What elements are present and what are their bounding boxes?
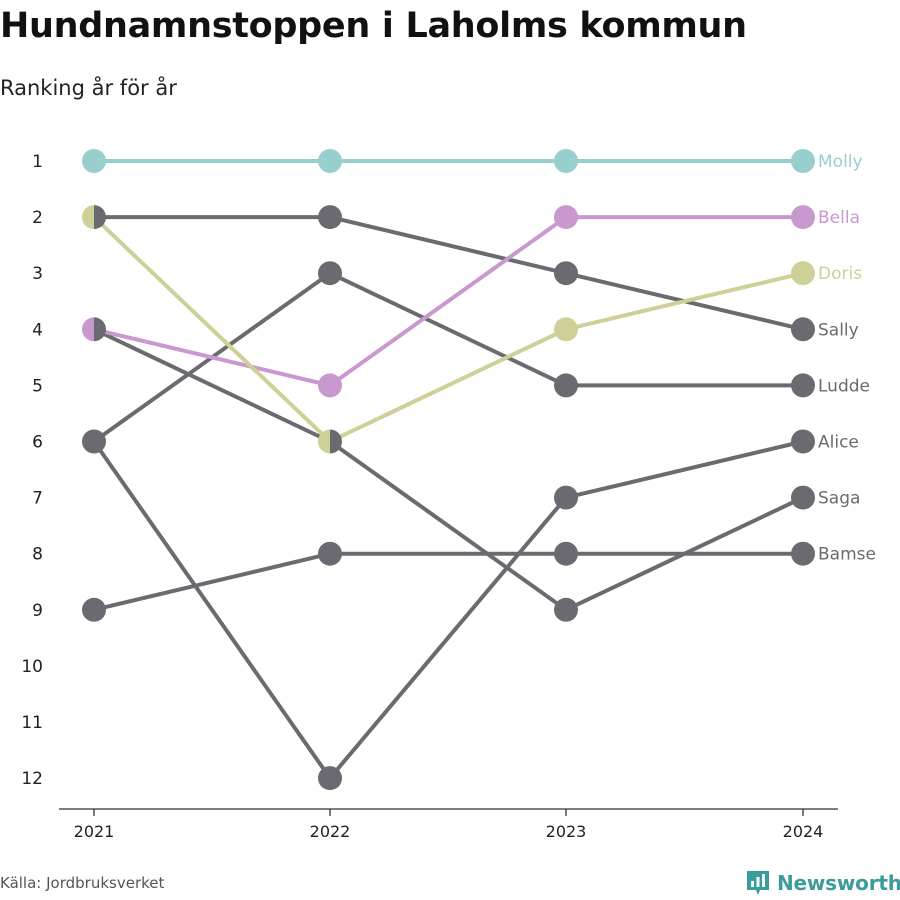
y-tick-label: 8 [32,545,43,565]
point-ludde [554,373,578,398]
y-tick-label: 7 [32,489,43,509]
y-tick-label: 11 [21,713,43,733]
chart-title: Hundnamnstoppen i Laholms kommun [0,6,747,46]
series-lines [92,159,805,781]
series-label-saga: Saga [818,489,860,509]
point-saga [554,597,578,622]
series-line-bella [92,215,805,388]
point-alice [318,766,342,791]
point-alice [554,485,578,510]
series-label-bella: Bella [818,208,860,228]
point-saga [94,317,107,342]
point-alice [791,429,815,454]
point-bamse [791,541,815,566]
point-bella [554,205,578,230]
x-tick-label: 2022 [310,822,351,841]
point-molly [82,149,106,173]
point-saga [791,485,815,510]
point-ludde [318,261,342,286]
x-tick-label: 2023 [546,822,587,841]
brand-name: Newsworthy [777,871,900,895]
point-molly [318,149,342,173]
point-molly [554,149,578,173]
series-line-saga [92,327,805,612]
point-sally [554,261,578,286]
point-ludde [791,373,815,398]
y-tick-label: 3 [32,264,43,284]
point-saga [330,429,342,454]
point-sally [318,205,342,230]
y-tick-label: 1 [32,152,43,172]
series-label-sally: Sally [818,320,859,340]
series-line-doris [92,215,805,444]
series-line-bamse [92,551,805,612]
source-note: Källa: Jordbruksverket [0,874,165,892]
series-label-molly: Molly [818,152,863,172]
y-tick-label: 2 [32,208,43,228]
series-label-ludde: Ludde [818,376,870,396]
point-doris [318,429,330,454]
series-label-bamse: Bamse [818,545,876,565]
series-label-alice: Alice [818,433,859,453]
series-line-alice [92,439,805,781]
point-doris [554,317,578,342]
x-axis: 2021 2022 2023 2024 [59,808,838,841]
x-tick-label: 2024 [783,822,824,841]
point-bamse [82,597,106,622]
point-molly [791,149,815,173]
point-bamse [554,541,578,566]
y-tick-label: 9 [32,601,43,621]
series-points [82,149,815,791]
newsworthy-logo-icon [747,871,769,895]
point-bella [791,205,815,230]
series-line-sally [92,215,805,332]
point-bella [318,373,342,398]
x-tick-label: 2021 [74,822,115,841]
y-tick-label: 10 [21,657,43,677]
y-tick-label: 5 [32,376,43,396]
y-tick-label: 6 [32,433,43,453]
point-alice [94,429,107,454]
point-bella [82,317,94,342]
point-doris [82,205,94,230]
y-tick-label: 12 [21,769,43,789]
point-bamse [318,541,342,566]
chart-subtitle: Ranking år för år [0,76,177,100]
point-doris [791,261,815,286]
point-sally [94,205,107,230]
point-ludde [82,429,94,454]
brand-logo[interactable]: Newsworthy [745,869,900,897]
series-label-doris: Doris [818,264,862,284]
point-sally [791,317,815,342]
series-labels: Molly Bella Doris Sally Ludde Alice Saga Bamse [818,152,876,565]
y-tick-label: 4 [32,320,43,340]
